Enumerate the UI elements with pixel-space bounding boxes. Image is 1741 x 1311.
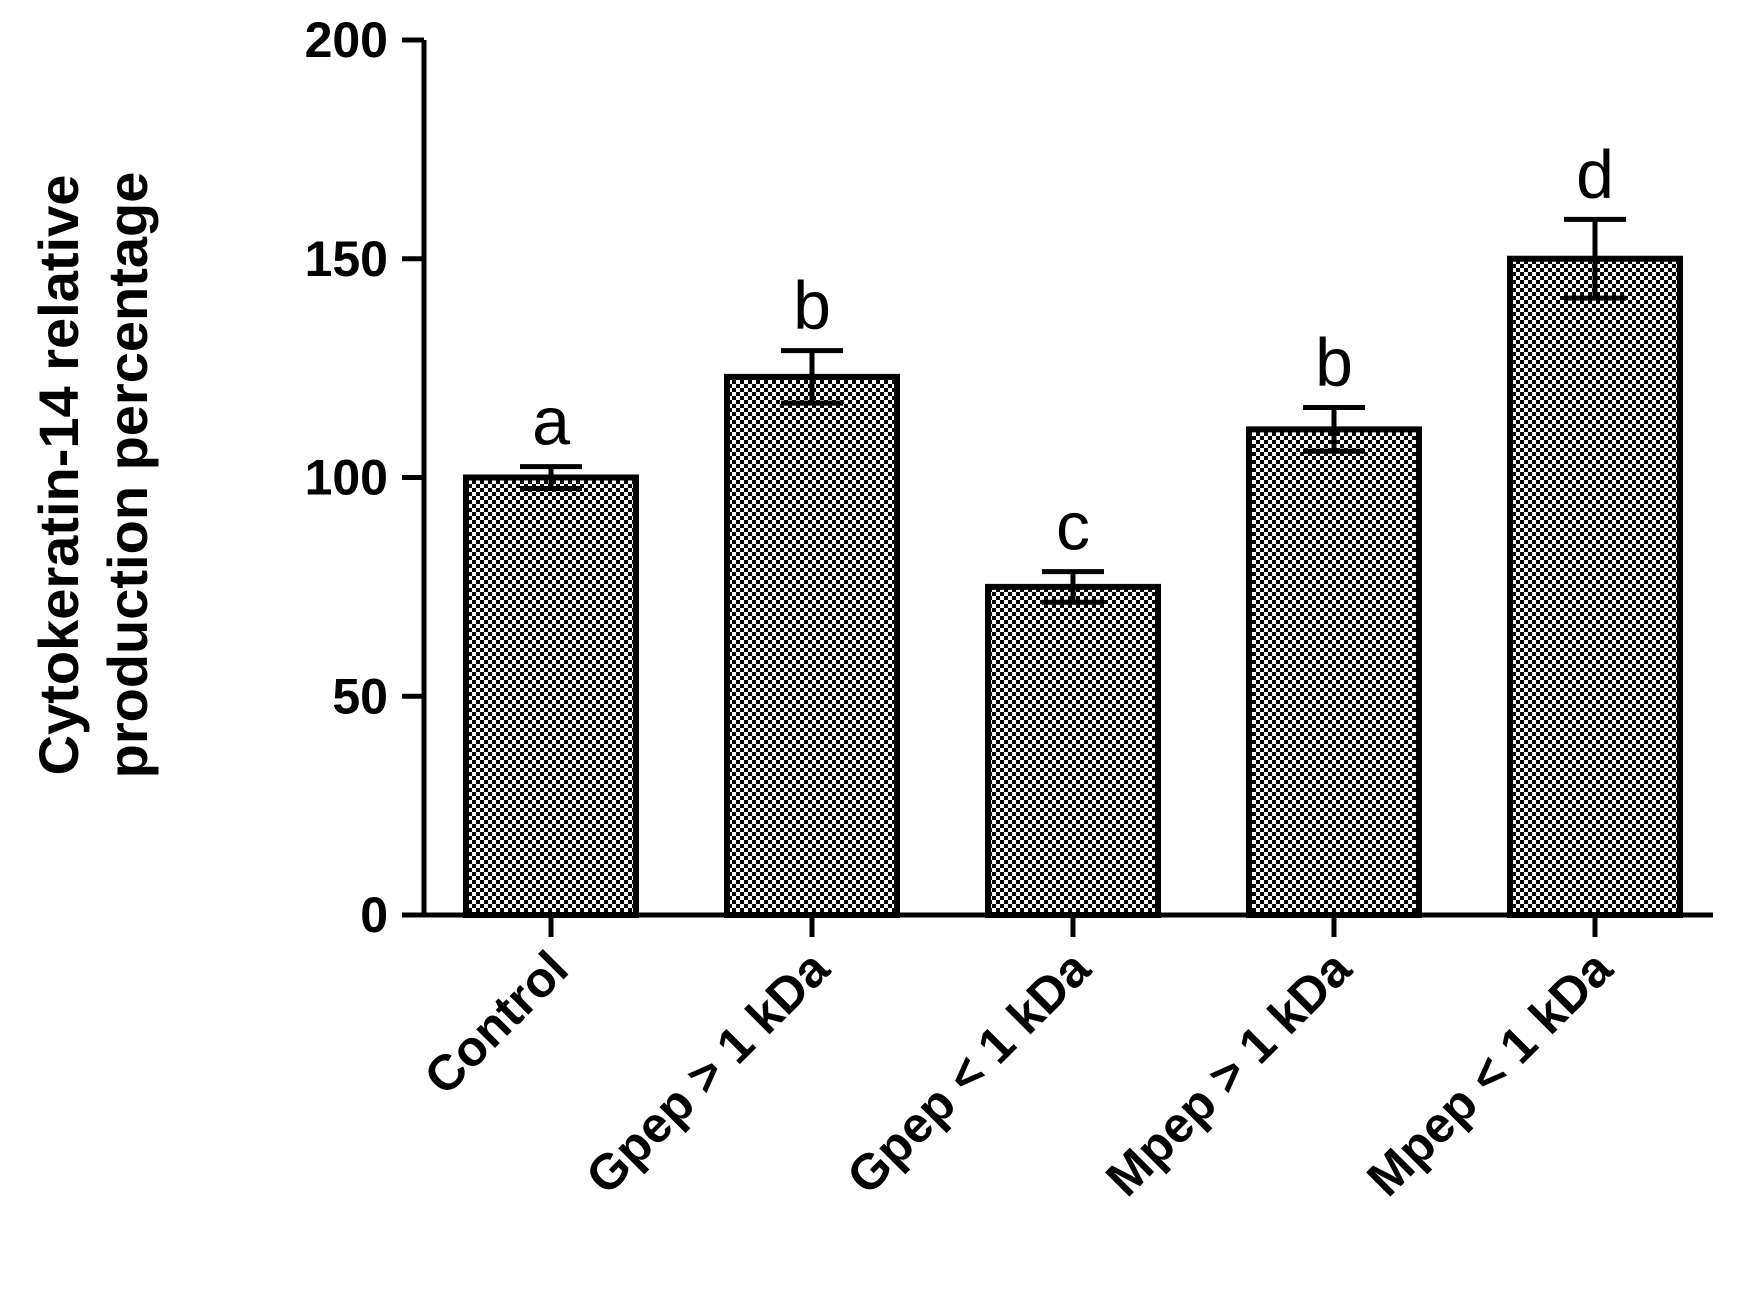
significance-letters: a b c b d (532, 136, 1614, 564)
y-axis-label-line-1: Cytokeratin-14 relative (27, 175, 90, 776)
bar (724, 373, 900, 918)
x-category-label: Control (414, 940, 579, 1105)
y-axis-label-line-2: production percentage (96, 172, 159, 779)
significance-letter: b (793, 268, 831, 344)
y-axis-ticks: 0 50 100 150 200 (305, 12, 424, 943)
x-category-label: Mpep < 1 kDa (1356, 939, 1623, 1206)
significance-letter: a (532, 384, 570, 460)
significance-letter: c (1056, 489, 1090, 565)
x-category-label: Gpep > 1 kDa (575, 939, 840, 1204)
x-category-label: Mpep > 1 kDa (1095, 939, 1362, 1206)
y-tick-label: 100 (305, 450, 388, 506)
y-tick-label: 150 (305, 231, 388, 287)
bar (1246, 426, 1422, 918)
significance-letter: b (1315, 325, 1353, 401)
bar (1507, 255, 1683, 918)
significance-letter: d (1576, 136, 1614, 212)
y-axis-label: Cytokeratin-14 relative production perce… (27, 172, 159, 779)
bar (463, 474, 639, 918)
bars (463, 255, 1683, 918)
bar (985, 583, 1161, 918)
y-tick-label: 200 (305, 12, 388, 68)
y-tick-label: 0 (360, 887, 388, 943)
error-bars (520, 216, 1626, 605)
x-axis-ticks (548, 915, 1598, 937)
y-tick-label: 50 (332, 668, 388, 724)
x-category-label: Gpep < 1 kDa (836, 939, 1101, 1204)
